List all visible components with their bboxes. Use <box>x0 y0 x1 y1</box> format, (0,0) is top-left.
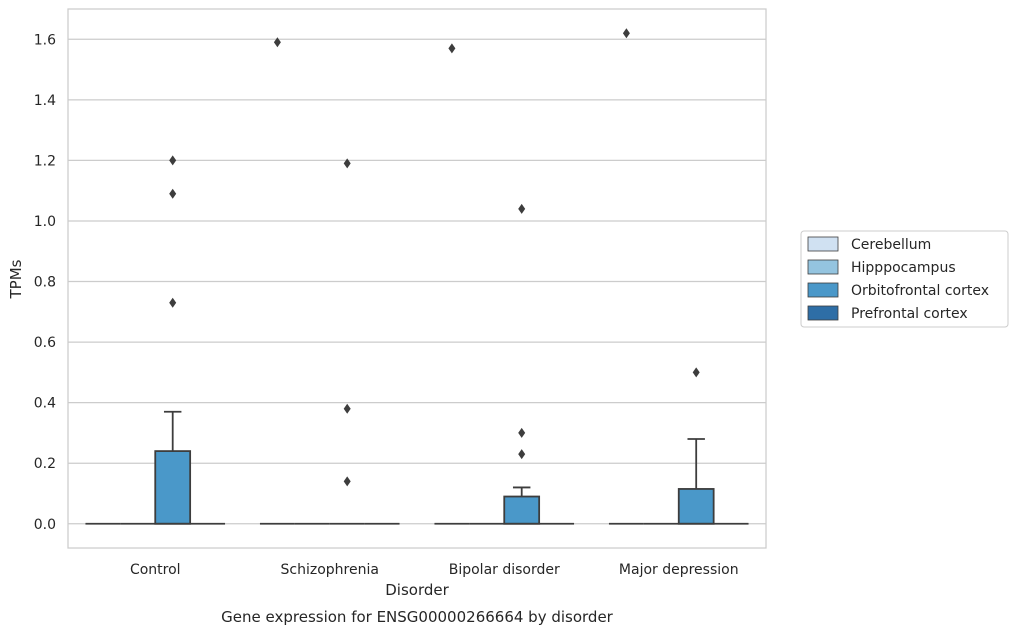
x-tick-label: Major depression <box>619 562 739 578</box>
y-tick-labels: 0.0 0.2 0.4 0.6 0.8 1.0 1.2 1.4 1.6 <box>34 32 56 532</box>
plot-frame <box>67 8 767 549</box>
outlier-point <box>343 476 351 487</box>
y-tick-label: 1.4 <box>34 93 56 109</box>
x-tick-label: Control <box>130 562 181 578</box>
y-axis-title: TPMs <box>7 259 25 299</box>
box-series <box>85 28 749 525</box>
y-tick-label: 1.0 <box>34 214 56 230</box>
legend: Cerebellum Hipppocampus Orbitofrontal cort… <box>800 230 1009 328</box>
box <box>154 450 192 525</box>
box-group <box>677 367 715 525</box>
x-tick-label: Bipolar disorder <box>449 562 560 578</box>
box-group <box>259 37 295 525</box>
y-tick-label: 0.4 <box>34 396 56 412</box>
y-tick-label: 0.0 <box>34 517 56 533</box>
x-tick-label: Schizophrenia <box>281 562 379 578</box>
box-group <box>329 158 365 525</box>
outlier-point <box>343 403 351 414</box>
box-group <box>503 203 541 525</box>
y-tick-label: 0.2 <box>34 456 56 472</box>
legend-swatch <box>807 282 839 298</box>
box <box>677 488 715 525</box>
outlier-point <box>448 43 456 54</box>
legend-label: Cerebellum <box>851 237 931 253</box>
outlier-point <box>169 297 177 308</box>
box <box>503 495 541 525</box>
legend-swatch <box>807 259 839 275</box>
outlier-point <box>273 37 281 48</box>
outlier-point <box>692 367 700 378</box>
chart-caption: Gene expression for ENSG00000266664 by d… <box>221 608 614 626</box>
y-tick-label: 0.6 <box>34 335 56 351</box>
outlier-point <box>622 28 630 39</box>
y-tick-label: 1.6 <box>34 32 56 48</box>
legend-label: Prefrontal cortex <box>851 306 968 322</box>
y-tick-label: 1.2 <box>34 153 56 169</box>
x-tick-labels: Control Schizophrenia Bipolar disorder Majo… <box>130 562 739 578</box>
outlier-point <box>169 155 177 166</box>
legend-label: Orbitofrontal cortex <box>851 283 989 299</box>
legend-swatch <box>807 236 839 252</box>
legend-label: Hipppocampus <box>851 260 956 276</box>
outlier-point <box>518 427 526 438</box>
box-group <box>434 43 470 525</box>
y-tick-label: 0.8 <box>34 275 56 291</box>
legend-swatch <box>807 305 839 321</box>
outlier-point <box>518 203 526 214</box>
x-axis-title: Disorder <box>385 581 449 599</box>
outlier-point <box>169 188 177 199</box>
legend-frame <box>800 230 1009 328</box>
box-group <box>608 28 644 525</box>
outlier-point <box>518 449 526 460</box>
box-group <box>154 155 192 525</box>
outlier-point <box>343 158 351 169</box>
